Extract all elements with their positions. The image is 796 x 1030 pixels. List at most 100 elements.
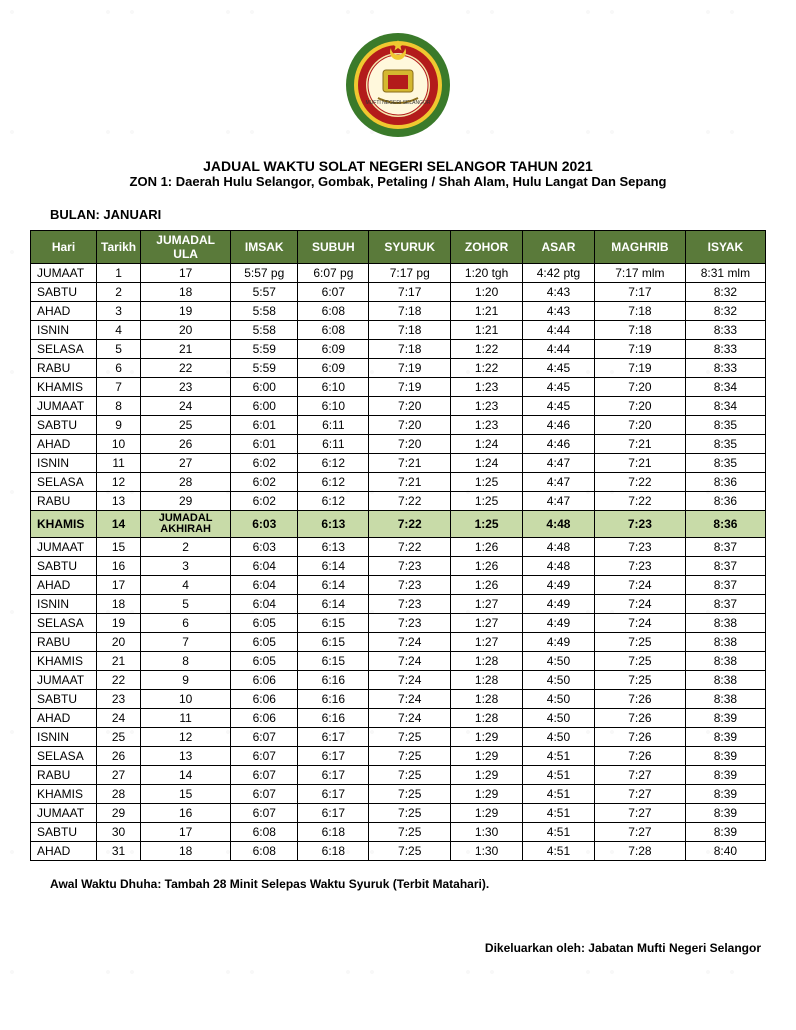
cell: 4:48 <box>523 538 595 557</box>
cell: 6:16 <box>298 690 369 709</box>
cell: 6:02 <box>231 454 298 473</box>
cell: 11 <box>141 709 231 728</box>
cell: 1:26 <box>451 576 523 595</box>
cell: 4:51 <box>523 747 595 766</box>
cell: 7:24 <box>369 690 451 709</box>
cell: 8:39 <box>685 728 765 747</box>
cell: 8:39 <box>685 823 765 842</box>
cell: 4:44 <box>523 321 595 340</box>
cell: 6:16 <box>298 671 369 690</box>
cell: JUMAAT <box>31 264 97 283</box>
cell: 7:17 pg <box>369 264 451 283</box>
cell: 7:24 <box>369 633 451 652</box>
cell: 4:48 <box>523 557 595 576</box>
cell: 7:17 mlm <box>594 264 685 283</box>
cell: SABTU <box>31 283 97 302</box>
cell: 11 <box>97 454 141 473</box>
table-row: JUMAAT1526:036:137:221:264:487:238:37 <box>31 538 766 557</box>
cell: SELASA <box>31 340 97 359</box>
cell: 26 <box>141 435 231 454</box>
cell: 1:23 <box>451 416 523 435</box>
cell: 6:02 <box>231 492 298 511</box>
cell: 7:27 <box>594 766 685 785</box>
cell: 1:27 <box>451 614 523 633</box>
cell: 24 <box>97 709 141 728</box>
cell: 7:28 <box>594 842 685 861</box>
title-block: JADUAL WAKTU SOLAT NEGERI SELANGOR TAHUN… <box>30 158 766 189</box>
cell: 8:33 <box>685 359 765 378</box>
cell: 1:23 <box>451 378 523 397</box>
table-row: KHAMIS28156:076:177:251:294:517:278:39 <box>31 785 766 804</box>
cell: 1:24 <box>451 435 523 454</box>
cell: 8:37 <box>685 538 765 557</box>
cell: 4:45 <box>523 378 595 397</box>
cell: 5:59 <box>231 340 298 359</box>
cell: 4:50 <box>523 690 595 709</box>
cell: 31 <box>97 842 141 861</box>
prayer-times-table: HariTarikhJUMADAL ULAIMSAKSUBUHSYURUKZOH… <box>30 230 766 861</box>
cell: 6:06 <box>231 671 298 690</box>
cell: 7:18 <box>369 321 451 340</box>
cell: 6:07 <box>231 766 298 785</box>
cell: 7:25 <box>594 633 685 652</box>
cell: SABTU <box>31 690 97 709</box>
cell: 8:34 <box>685 397 765 416</box>
cell: 10 <box>141 690 231 709</box>
cell: 6:03 <box>231 511 298 538</box>
cell: 8:39 <box>685 747 765 766</box>
cell: 6:12 <box>298 454 369 473</box>
cell: 6:11 <box>298 435 369 454</box>
cell: 7:19 <box>369 359 451 378</box>
cell: 7:24 <box>594 614 685 633</box>
cell: 4:46 <box>523 435 595 454</box>
cell: 7:26 <box>594 690 685 709</box>
cell: SELASA <box>31 473 97 492</box>
cell: RABU <box>31 492 97 511</box>
cell: 6:07 <box>231 747 298 766</box>
cell: AHAD <box>31 576 97 595</box>
cell: 5:58 <box>231 302 298 321</box>
cell: 6:04 <box>231 576 298 595</box>
cell: 7:25 <box>369 766 451 785</box>
cell: 8:32 <box>685 283 765 302</box>
cell: 14 <box>97 511 141 538</box>
cell: 4:43 <box>523 283 595 302</box>
cell: 4:42 ptg <box>523 264 595 283</box>
month-label: BULAN: JANUARI <box>50 207 766 222</box>
cell: 7:25 <box>594 671 685 690</box>
cell: 6:10 <box>298 378 369 397</box>
cell: 7:17 <box>594 283 685 302</box>
cell: 1:29 <box>451 728 523 747</box>
cell: JUMAAT <box>31 397 97 416</box>
cell: 1:30 <box>451 823 523 842</box>
cell: 1:27 <box>451 595 523 614</box>
cell: 16 <box>97 557 141 576</box>
cell: 1:29 <box>451 766 523 785</box>
cell: 7:24 <box>594 595 685 614</box>
cell: 9 <box>141 671 231 690</box>
cell: 23 <box>141 378 231 397</box>
cell: 6:07 <box>231 728 298 747</box>
cell: 25 <box>97 728 141 747</box>
cell: 6:12 <box>298 473 369 492</box>
cell: KHAMIS <box>31 378 97 397</box>
cell: 13 <box>97 492 141 511</box>
cell: 4:50 <box>523 709 595 728</box>
cell: 1:22 <box>451 340 523 359</box>
table-row: ISNIN1856:046:147:231:274:497:248:37 <box>31 595 766 614</box>
cell: 27 <box>97 766 141 785</box>
cell: 7:20 <box>369 397 451 416</box>
cell: 7:24 <box>369 671 451 690</box>
cell: 12 <box>97 473 141 492</box>
cell: ISNIN <box>31 595 97 614</box>
cell: 1:30 <box>451 842 523 861</box>
cell: 7:25 <box>369 785 451 804</box>
cell: 1:24 <box>451 454 523 473</box>
cell: 25 <box>141 416 231 435</box>
cell: 6:18 <box>298 823 369 842</box>
cell: 7 <box>97 378 141 397</box>
cell: 7:27 <box>594 823 685 842</box>
cell: 6:07 <box>298 283 369 302</box>
cell: 4:50 <box>523 671 595 690</box>
cell: 6:00 <box>231 397 298 416</box>
